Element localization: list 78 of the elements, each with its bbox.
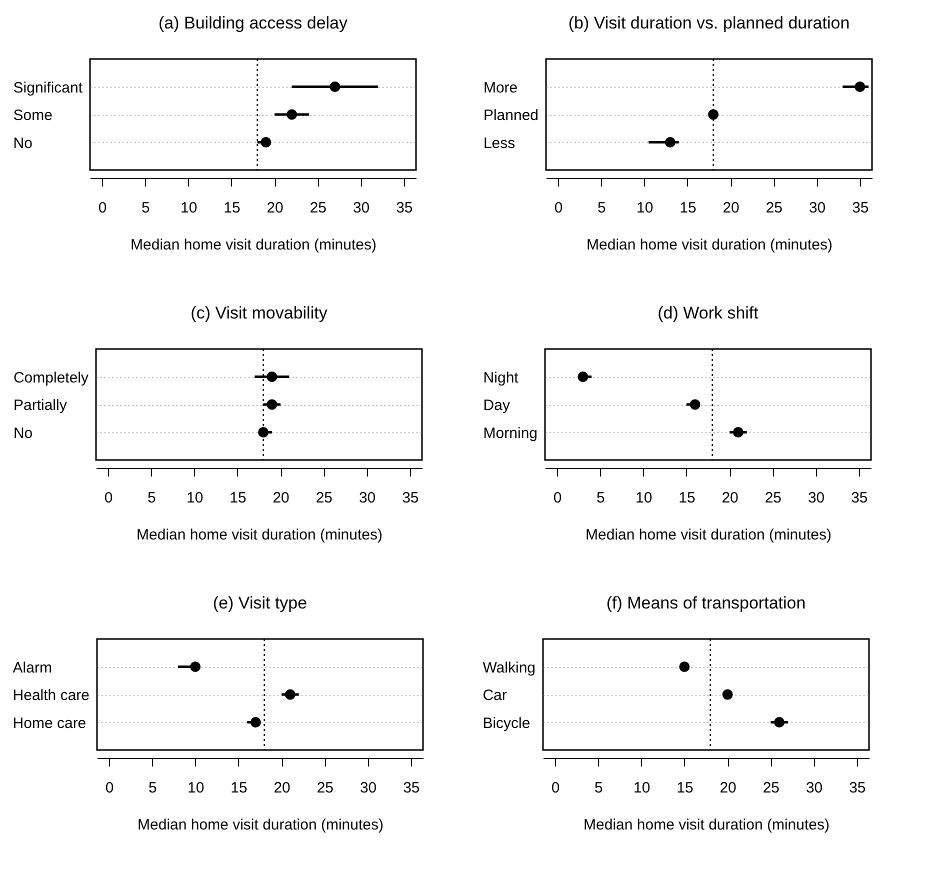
x-tick-label: 25 [316, 780, 334, 796]
x-tick-label: 0 [105, 780, 114, 796]
x-tick-label: 15 [680, 200, 696, 216]
x-tick-label: 35 [396, 200, 413, 216]
chart-title: (e) Visit type [212, 593, 308, 612]
y-tick-label: Planned [483, 107, 539, 124]
y-tick-label: Morning [483, 424, 538, 442]
y-tick-label: Partially [13, 397, 68, 414]
x-tick-label: 35 [849, 780, 866, 796]
x-axis-title: Median home visit duration (minutes) [130, 236, 376, 254]
y-tick-label: Bicycle [482, 714, 530, 732]
x-tick-label: 5 [594, 780, 603, 796]
x-tick-label: 30 [808, 200, 826, 216]
x-tick-label: 20 [720, 780, 736, 796]
y-tick-label: Completely [13, 369, 89, 386]
x-tick-label: 25 [310, 200, 327, 216]
y-tick-label: Night [483, 369, 520, 386]
chart-title: (c) Visit movability [190, 303, 328, 322]
y-tick-label: Alarm [12, 659, 52, 676]
chart-title: (a) Building access delay [158, 13, 348, 32]
x-tick-label: 35 [402, 490, 419, 506]
x-tick-label: 35 [851, 490, 868, 506]
x-tick-label: 10 [635, 490, 652, 506]
y-tick-label: Walking [482, 659, 536, 676]
x-tick-label: 10 [636, 200, 654, 216]
x-tick-label: 5 [598, 200, 606, 216]
x-axis-title: Median home visit duration (minutes) [138, 816, 384, 834]
y-tick-label: No [13, 424, 33, 442]
x-tick-label: 20 [722, 490, 738, 506]
chart-title: (f) Means of transportation [606, 593, 806, 612]
y-tick-label: Day [483, 397, 510, 414]
x-tick-label: 15 [676, 780, 694, 796]
x-tick-label: 15 [230, 780, 248, 796]
x-tick-label: 5 [596, 490, 605, 506]
x-tick-label: 15 [224, 200, 240, 216]
x-tick-label: 30 [358, 490, 376, 506]
y-tick-label: More [483, 79, 518, 96]
x-tick-label: 0 [104, 490, 113, 506]
x-tick-label: 20 [274, 780, 290, 796]
x-tick-label: 10 [186, 490, 204, 506]
x-tick-label: 10 [180, 200, 198, 216]
x-axis-title: Median home visit duration (minutes) [586, 236, 832, 254]
chart-title: (b) Visit duration vs. planned duration [568, 13, 850, 32]
x-tick-label: 30 [806, 780, 823, 796]
x-tick-label: 25 [764, 490, 782, 506]
y-tick-label: Less [483, 134, 516, 152]
x-tick-label: 15 [678, 490, 696, 506]
x-tick-label: 20 [272, 490, 290, 506]
x-tick-label: 25 [766, 200, 783, 216]
x-tick-label: 15 [230, 490, 246, 506]
x-tick-label: 35 [852, 200, 869, 216]
chart-title: (d) Work shift [658, 303, 759, 322]
x-tick-label: 0 [98, 200, 107, 216]
x-tick-label: 0 [553, 490, 562, 506]
y-tick-label: No [13, 134, 32, 152]
x-tick-label: 20 [722, 200, 740, 216]
x-tick-label: 25 [762, 780, 780, 796]
x-tick-label: 30 [808, 490, 825, 506]
x-axis-title: Median home visit duration (minutes) [136, 526, 382, 544]
x-tick-label: 35 [403, 780, 420, 796]
x-tick-label: 5 [148, 490, 156, 506]
x-tick-label: 5 [142, 200, 150, 216]
x-axis-title: Median home visit duration (minutes) [584, 816, 830, 834]
x-tick-label: 0 [551, 780, 560, 796]
x-tick-label: 10 [633, 780, 650, 796]
x-tick-label: 30 [352, 200, 370, 216]
y-tick-label: Car [482, 687, 507, 704]
x-tick-label: 10 [187, 780, 204, 796]
y-tick-label: Health care [12, 687, 90, 704]
y-tick-label: Some [13, 107, 52, 124]
x-tick-label: 25 [316, 490, 333, 506]
x-tick-label: 30 [360, 780, 377, 796]
x-tick-label: 20 [266, 200, 284, 216]
x-tick-label: 0 [554, 200, 563, 216]
y-tick-label: Significant [13, 79, 84, 96]
x-axis-title: Median home visit duration (minutes) [586, 526, 832, 544]
y-tick-label: Home care [12, 714, 86, 732]
x-tick-label: 5 [148, 780, 157, 796]
